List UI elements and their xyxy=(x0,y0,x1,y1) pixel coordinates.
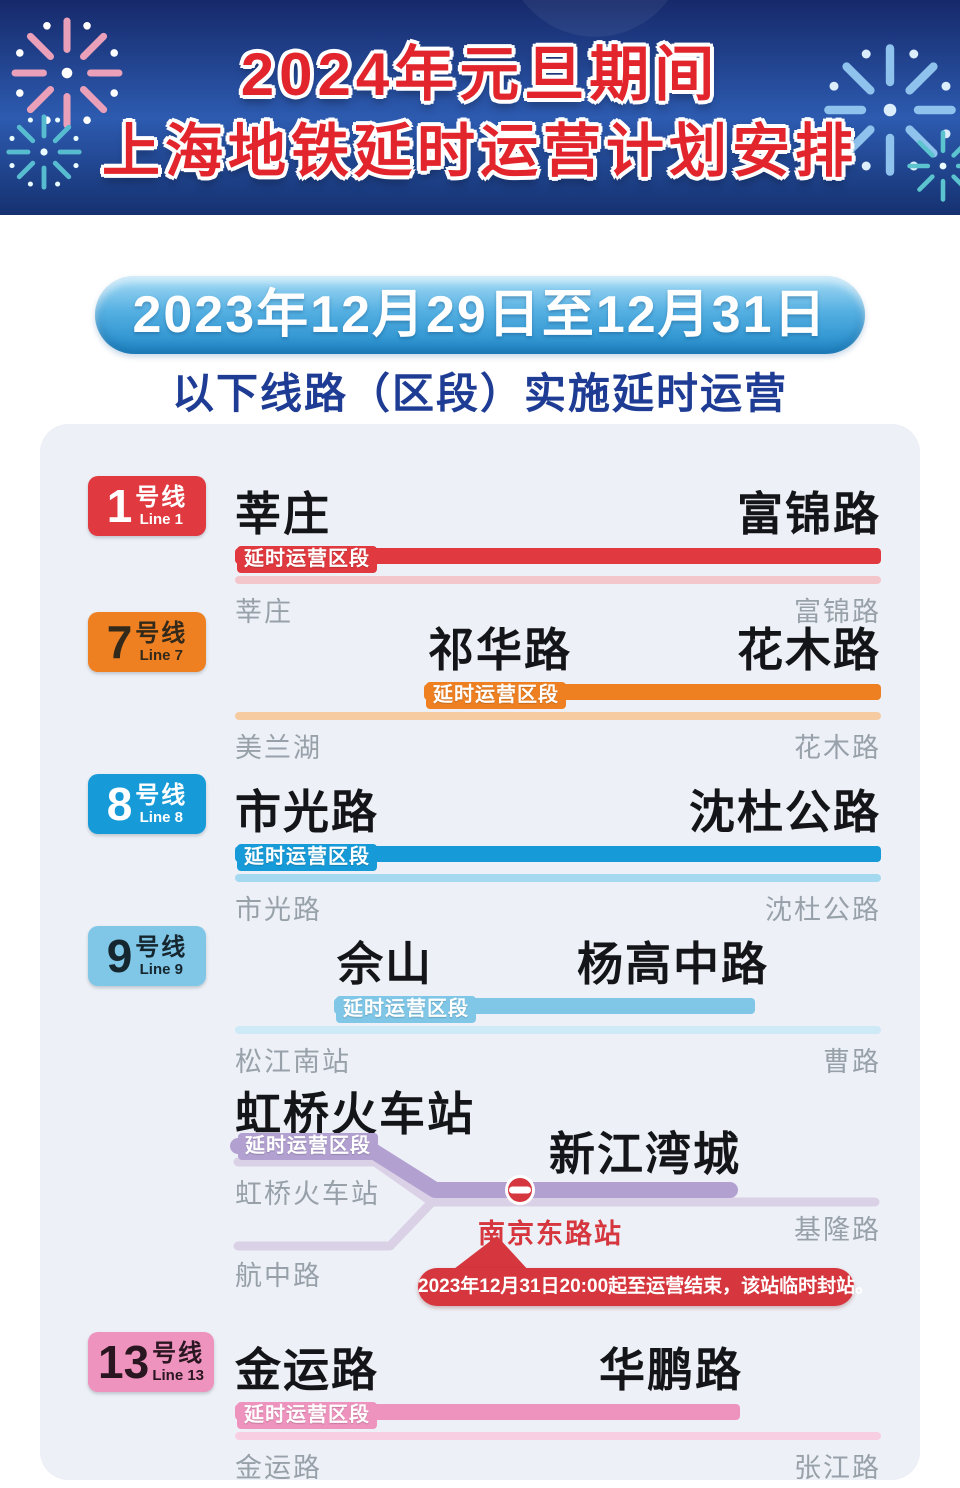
extended-to-station: 新江湾城 xyxy=(549,1128,741,1180)
segment-label-chip: 延时运营区段 xyxy=(237,1402,377,1429)
line-9-badge: 9 号线 Line 9 xyxy=(88,926,206,986)
line-8-badge: 8 号线 Line 8 xyxy=(88,774,206,834)
terminus-label-left: 松江南站 xyxy=(235,1047,351,1077)
line-suffix: 号线 xyxy=(135,619,188,647)
line-10-branch-diagram xyxy=(230,1138,880,1272)
full-line-bar xyxy=(235,712,881,720)
extended-from-station: 虹桥火车站 xyxy=(235,1088,475,1140)
segment-label-chip: 延时运营区段 xyxy=(426,682,566,709)
line-13-section: 13 号线 Line 13 金运路 华鹏路 延时运营区段 金运路 张江路 xyxy=(40,1332,920,1484)
extended-to-station: 花木路 xyxy=(737,624,881,676)
lines-card: 1 号线 Line 1 莘庄 富锦路 延时运营区段 莘庄 富锦路 7 号线 Line… xyxy=(40,424,920,1483)
line-8-section: 8 号线 Line 8 市光路 沈杜公路 延时运营区段 市光路 沈杜公路 xyxy=(40,774,920,926)
line-suffix: 号线 xyxy=(152,1339,205,1367)
firework-icon xyxy=(907,130,960,202)
branch-terminus-label: 航中路 xyxy=(235,1261,322,1291)
extended-to-station: 杨高中路 xyxy=(577,938,769,990)
header-banner: 2024年元旦期间 上海地铁延时运营计划安排 xyxy=(0,0,960,215)
full-line-bar xyxy=(235,1026,881,1034)
full-line-bar xyxy=(235,1432,881,1440)
extended-from-station: 佘山 xyxy=(337,938,433,990)
line-1-badge: 1 号线 Line 1 xyxy=(88,476,206,536)
line-number: 7 xyxy=(106,616,133,668)
line-name-en: Line 1 xyxy=(139,510,183,528)
line-suffix: 号线 xyxy=(135,483,188,511)
terminus-label-left: 金运路 xyxy=(235,1453,322,1483)
line-name-en: Line 8 xyxy=(139,808,183,826)
line-number: 1 xyxy=(106,480,133,532)
extended-to-station: 沈杜公路 xyxy=(689,786,881,838)
closed-station-label: 南京东路站 xyxy=(478,1219,623,1249)
terminus-label-right: 富锦路 xyxy=(794,597,881,627)
line-7-badge: 7 号线 Line 7 xyxy=(88,612,206,672)
full-line-bar xyxy=(235,576,881,584)
terminus-label-right: 张江路 xyxy=(794,1453,881,1483)
line-name-en: Line 9 xyxy=(139,960,183,978)
subtitle: 以下线路（区段）实施延时运营 xyxy=(171,370,788,417)
extended-to-station: 富锦路 xyxy=(737,488,881,540)
no-entry-icon xyxy=(505,1175,535,1205)
line-7-section: 7 号线 Line 7 祁华路 花木路 延时运营区段 美兰湖 花木路 xyxy=(40,612,920,764)
poster-title-line2: 上海地铁延时运营计划安排 xyxy=(101,119,858,184)
terminus-label-left: 莘庄 xyxy=(235,597,293,627)
line-name-en: Line 13 xyxy=(152,1366,205,1384)
extended-to-station: 华鹏路 xyxy=(599,1344,743,1396)
line-suffix: 号线 xyxy=(135,933,188,961)
full-line-bar xyxy=(235,874,881,882)
line-suffix: 号线 xyxy=(135,781,188,809)
line-1-section: 1 号线 Line 1 莘庄 富锦路 延时运营区段 莘庄 富锦路 xyxy=(40,476,920,628)
terminus-label-left: 美兰湖 xyxy=(235,733,322,763)
segment-label-chip: 延时运营区段 xyxy=(238,1133,378,1160)
line-9-section: 9 号线 Line 9 佘山 杨高中路 延时运营区段 松江南站 曹路 xyxy=(40,926,920,1078)
terminus-label-right: 曹路 xyxy=(823,1047,881,1077)
line-number: 8 xyxy=(106,778,133,830)
segment-label-chip: 延时运营区段 xyxy=(336,996,476,1023)
firework-icon xyxy=(6,114,82,190)
date-range-pill: 2023年12月29日至12月31日 xyxy=(95,276,865,354)
terminus-label-right: 基隆路 xyxy=(794,1215,881,1245)
terminus-label-left: 市光路 xyxy=(235,895,322,925)
closure-notice: 2023年12月31日20:00起至运营结束，该站临时封站。 xyxy=(418,1268,874,1306)
poster-title-line1: 2024年元旦期间 xyxy=(240,41,720,108)
firework-icon xyxy=(11,17,123,129)
line-number: 9 xyxy=(106,930,133,982)
line-name-en: Line 7 xyxy=(139,646,183,664)
extended-from-station: 祁华路 xyxy=(428,624,572,676)
line-number: 13 xyxy=(98,1336,150,1388)
extended-segment-bar xyxy=(235,548,881,564)
extended-from-station: 金运路 xyxy=(235,1344,379,1396)
terminus-label-right: 沈杜公路 xyxy=(765,895,881,925)
terminus-label-right: 花木路 xyxy=(794,733,881,763)
segment-label-chip: 延时运营区段 xyxy=(237,844,377,871)
line-13-badge: 13 号线 Line 13 xyxy=(88,1332,215,1392)
extended-segment-bar xyxy=(235,846,881,862)
extended-from-station: 市光路 xyxy=(235,786,379,838)
segment-label-chip: 延时运营区段 xyxy=(237,546,377,573)
extended-from-station: 莘庄 xyxy=(235,488,331,540)
branch-terminus-label: 虹桥火车站 xyxy=(235,1179,380,1209)
